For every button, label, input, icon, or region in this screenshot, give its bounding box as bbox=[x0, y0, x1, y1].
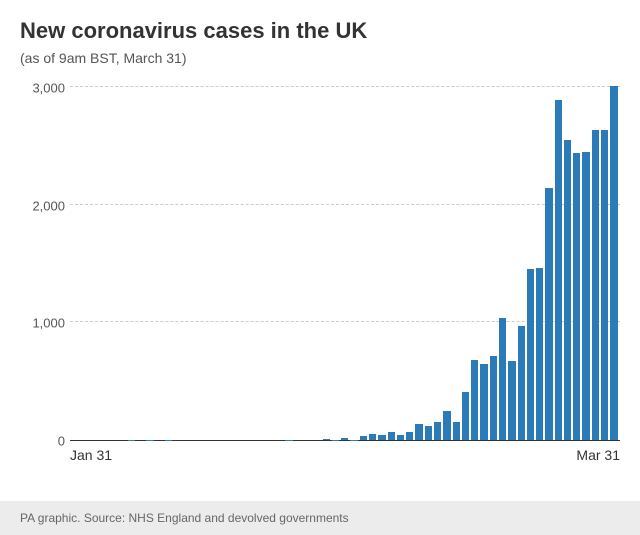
chart-footer: PA graphic. Source: NHS England and devo… bbox=[0, 501, 640, 535]
bar bbox=[397, 435, 404, 440]
chart-container: New coronavirus cases in the UK (as of 9… bbox=[0, 0, 640, 535]
bar bbox=[369, 434, 376, 440]
bar bbox=[564, 140, 571, 440]
bar bbox=[471, 360, 478, 440]
bar bbox=[480, 364, 487, 440]
chart-title: New coronavirus cases in the UK bbox=[20, 18, 620, 44]
bar bbox=[536, 268, 543, 440]
bar bbox=[425, 426, 432, 440]
bar bbox=[453, 422, 460, 440]
x-axis-start-label: Jan 31 bbox=[70, 447, 112, 463]
bar bbox=[592, 130, 599, 440]
y-tick-label: 0 bbox=[20, 434, 65, 449]
bar bbox=[360, 436, 367, 440]
chart-subtitle: (as of 9am BST, March 31) bbox=[20, 50, 620, 66]
bar bbox=[378, 435, 385, 440]
bar bbox=[527, 269, 534, 440]
bar bbox=[415, 424, 422, 440]
bar bbox=[545, 188, 552, 440]
chart-area: 0 1,000 2,000 3,000 Jan 31 Mar 31 bbox=[20, 76, 620, 471]
y-tick-label: 3,000 bbox=[20, 80, 65, 95]
bar bbox=[508, 361, 515, 440]
bars-group bbox=[70, 76, 620, 440]
bar bbox=[443, 411, 450, 440]
x-axis-end-label: Mar 31 bbox=[576, 447, 620, 463]
bar bbox=[406, 432, 413, 440]
bar bbox=[555, 100, 562, 440]
bar bbox=[573, 153, 580, 440]
bar bbox=[434, 422, 441, 440]
bar bbox=[490, 356, 497, 440]
y-tick-label: 1,000 bbox=[20, 316, 65, 331]
bar bbox=[518, 326, 525, 440]
bar bbox=[610, 86, 617, 440]
bar bbox=[499, 318, 506, 440]
bar bbox=[323, 439, 330, 440]
bar bbox=[462, 392, 469, 440]
bar bbox=[582, 152, 589, 440]
bar bbox=[601, 130, 608, 440]
y-tick-label: 2,000 bbox=[20, 198, 65, 213]
plot-area bbox=[70, 76, 620, 441]
bar bbox=[341, 438, 348, 440]
bar bbox=[388, 432, 395, 440]
